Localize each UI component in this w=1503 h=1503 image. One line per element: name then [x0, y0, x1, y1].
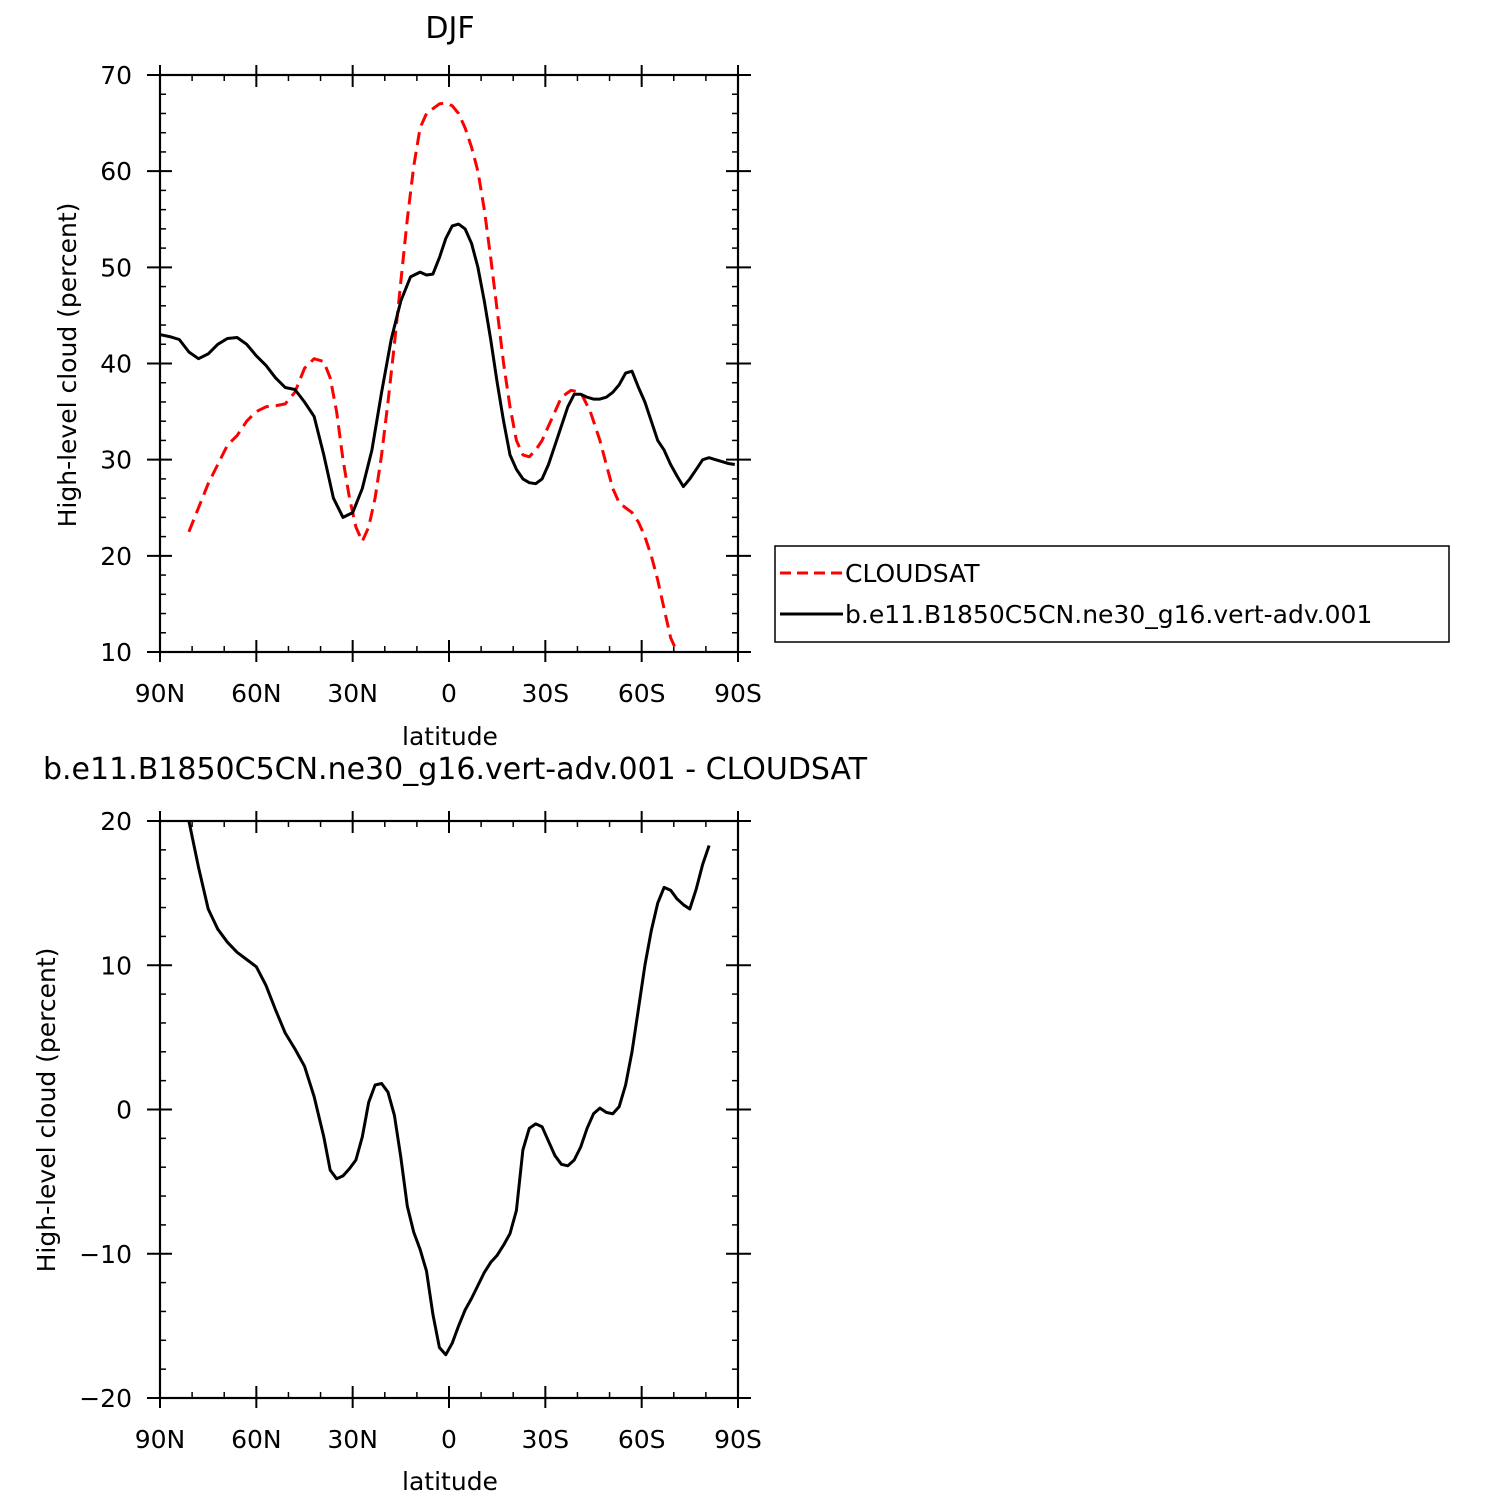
y-tick-label: 30	[100, 446, 132, 475]
x-tick-label: 60S	[618, 1425, 666, 1454]
y-tick-label: 60	[100, 157, 132, 186]
difference-series-line	[187, 821, 711, 1357]
x-tick-label: 30N	[327, 1425, 378, 1454]
bottom-x-axis-label: latitude	[402, 1467, 498, 1496]
x-tick-label: 0	[441, 1425, 457, 1454]
x-tick-label: 30S	[521, 1425, 569, 1454]
x-tick-label: 30S	[521, 679, 569, 708]
x-tick-label: 60N	[231, 1425, 282, 1454]
y-tick-label: 0	[116, 1096, 132, 1125]
y-tick-label: 40	[100, 350, 132, 379]
y-tick-label: 10	[100, 951, 132, 980]
x-tick-label: 30N	[327, 679, 378, 708]
djf-panel: DJF latitude High-level cloud (percent) …	[53, 11, 762, 751]
y-tick-label: 50	[100, 253, 132, 282]
series-line-cloudsat	[187, 101, 679, 652]
x-tick-label: 90N	[135, 1425, 186, 1454]
legend: CLOUDSAT b.e11.B1850C5CN.ne30_g16.vert-a…	[774, 545, 1450, 643]
legend-box	[774, 545, 1450, 643]
x-tick-label: 90N	[135, 679, 186, 708]
x-tick-label: 90S	[714, 679, 762, 708]
legend-label-cloudsat: CLOUDSAT	[845, 559, 980, 588]
y-tick-label: −20	[79, 1384, 132, 1413]
y-tick-label: 20	[100, 807, 132, 836]
y-tick-label: −10	[79, 1240, 132, 1269]
top-y-axis-label: High-level cloud (percent)	[53, 203, 82, 528]
series-line-model	[160, 222, 736, 519]
legend-label-model: b.e11.B1850C5CN.ne30_g16.vert-adv.001	[845, 600, 1372, 629]
x-tick-label: 0	[441, 679, 457, 708]
y-tick-label: 20	[100, 542, 132, 571]
bottom-chart-title: b.e11.B1850C5CN.ne30_g16.vert-adv.001 - …	[43, 752, 868, 787]
x-tick-label: 60N	[231, 679, 282, 708]
y-tick-label: 10	[100, 638, 132, 667]
top-x-axis-label: latitude	[402, 722, 498, 751]
y-tick-label: 70	[100, 61, 132, 90]
bottom-y-axis-label: High-level cloud (percent)	[32, 948, 61, 1273]
top-chart-title: DJF	[425, 11, 474, 46]
x-tick-label: 90S	[714, 1425, 762, 1454]
x-tick-label: 60S	[618, 679, 666, 708]
difference-panel: b.e11.B1850C5CN.ne30_g16.vert-adv.001 - …	[32, 752, 868, 1496]
